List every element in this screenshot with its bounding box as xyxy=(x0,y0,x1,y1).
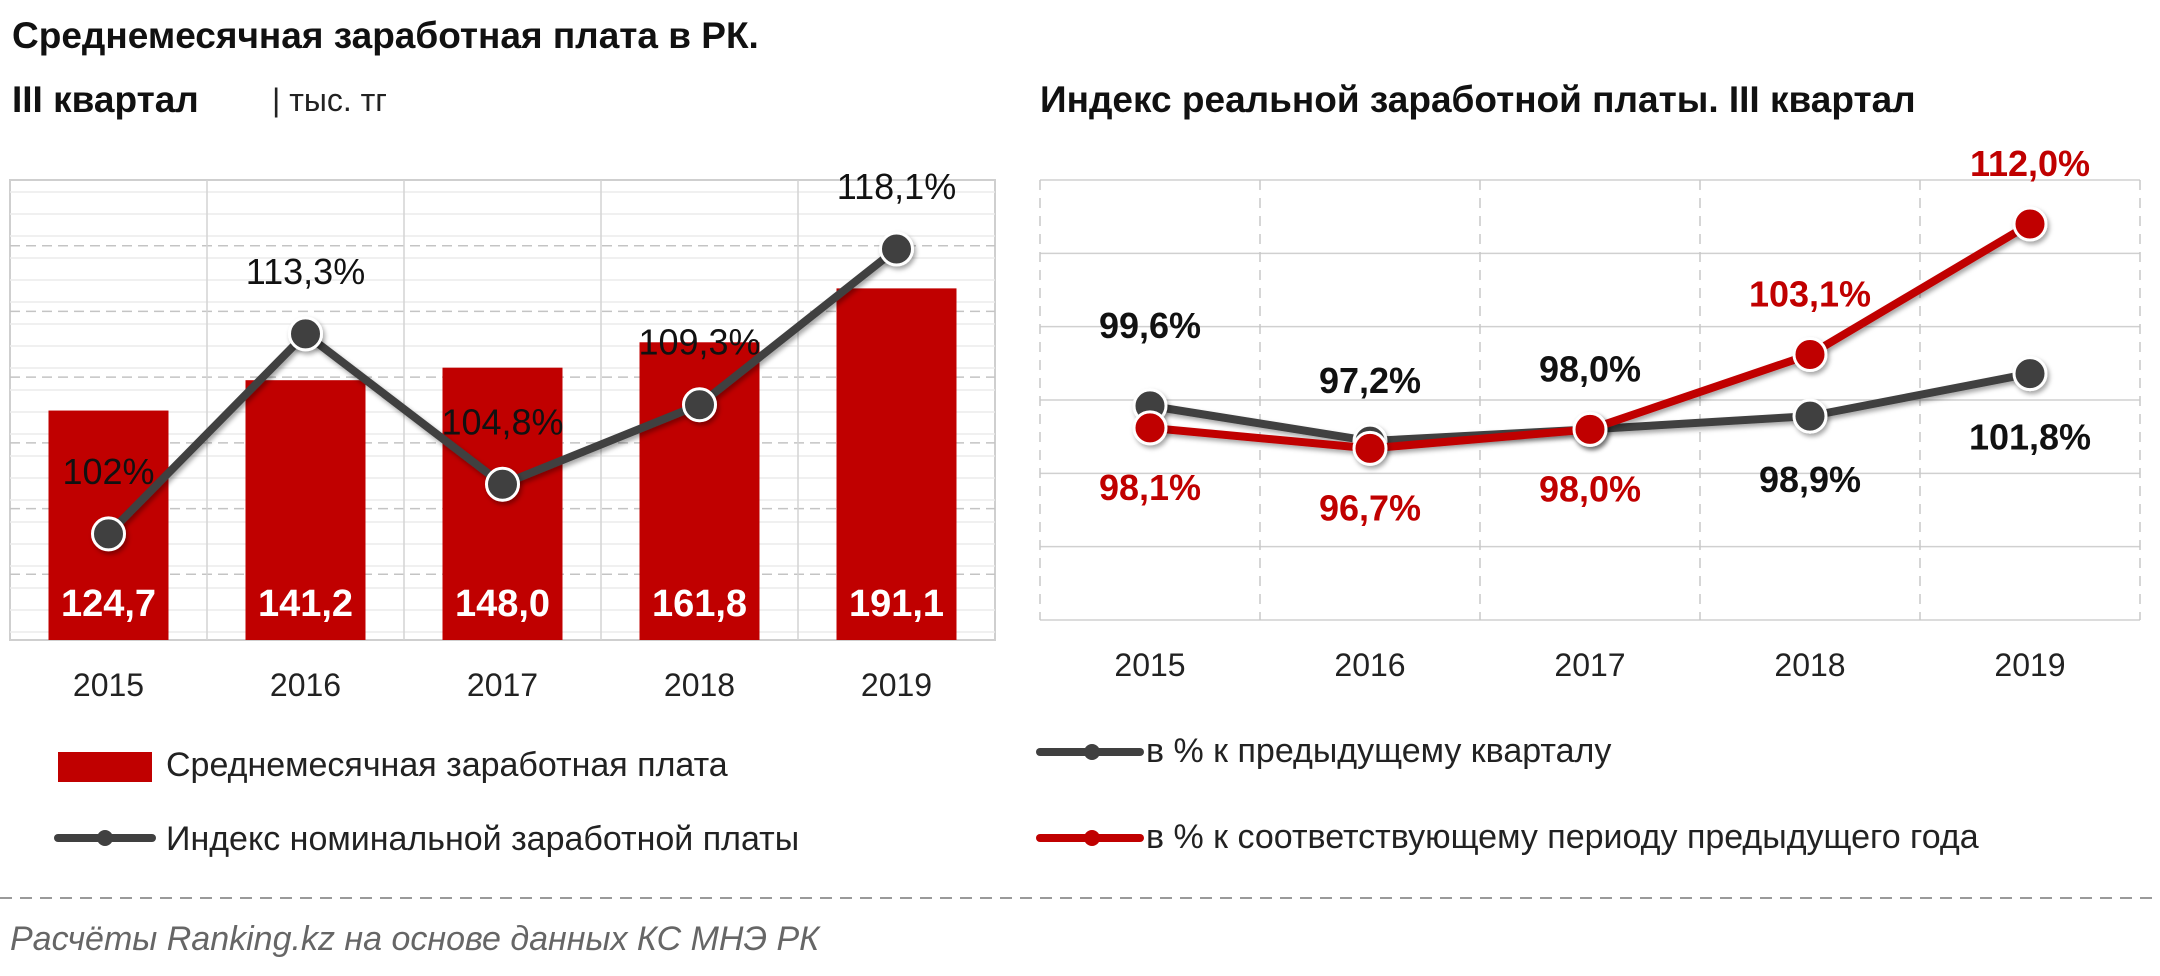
real-index-x-tick: 2015 xyxy=(1114,647,1185,683)
nominal-index-label: 113,3% xyxy=(246,251,365,292)
wage-bar xyxy=(836,288,957,640)
legend-item-wage[interactable]: Среднемесячная заработная плата xyxy=(58,746,728,784)
prev-year-label: 112,0% xyxy=(1970,143,2090,184)
real-index-plot-area: 99,6% 97,2% 98,0% 98,9% 101,8% 98,1% 96,7% 98,0… xyxy=(1039,143,2141,683)
wage-x-tick: 2017 xyxy=(467,667,538,703)
wage-bar xyxy=(442,367,563,640)
legend-label-prev-quarter: в % к предыдущему кварталу xyxy=(1146,732,1611,770)
nominal-index-point xyxy=(879,231,914,267)
legend-swatch-prev-year-marker xyxy=(1084,830,1100,846)
wage-plot-area: 124,7 141,2 148,0 161,8 191,1 102% 113,3% 104,… xyxy=(9,166,996,703)
wage-bars: 124,7 141,2 148,0 161,8 191,1 xyxy=(48,288,957,640)
nominal-index-label: 109,3% xyxy=(638,322,760,363)
wage-chart-subtitle: III квартал xyxy=(12,79,199,120)
wage-bar-label: 161,8 xyxy=(652,583,747,625)
real-index-chart: Индекс реальной заработной платы. III кв… xyxy=(1036,79,2141,856)
prev-quarter-label: 98,9% xyxy=(1759,459,1861,500)
real-index-gridlines xyxy=(1039,179,2141,621)
wage-bar-label: 191,1 xyxy=(849,583,944,625)
wage-bar-label: 124,7 xyxy=(61,583,156,625)
legend-swatch-bar xyxy=(58,752,152,782)
real-index-x-tick: 2016 xyxy=(1334,647,1405,683)
real-index-x-tick: 2018 xyxy=(1774,647,1845,683)
wage-chart: Среднемесячная заработная плата в РК. II… xyxy=(9,15,996,858)
nominal-index-line: 102% 113,3% 104,8% 109,3% 118,1% xyxy=(62,166,956,552)
real-index-title: Индекс реальной заработной платы. III кв… xyxy=(1040,79,1916,120)
real-index-lines: 99,6% 97,2% 98,0% 98,9% 101,8% 98,1% 96,7% 98,0… xyxy=(1099,143,2091,528)
wage-x-tick: 2015 xyxy=(73,667,144,703)
legend-item-prev-year[interactable]: в % к соответствующему периоду предыдуще… xyxy=(1036,818,1979,856)
prev-quarter-label: 98,0% xyxy=(1539,348,1641,389)
legend-label-prev-year: в % к соответствующему периоду предыдуще… xyxy=(1146,818,1979,856)
prev-year-point xyxy=(1572,411,1608,447)
prev-year-point xyxy=(2012,206,2048,242)
nominal-index-point xyxy=(485,466,520,502)
prev-year-point xyxy=(1352,430,1388,466)
legend-swatch-prev-quarter-marker xyxy=(1084,744,1100,760)
wage-bar-label: 141,2 xyxy=(258,583,353,625)
prev-year-label: 103,1% xyxy=(1749,274,1871,315)
prev-quarter-label: 99,6% xyxy=(1099,305,1201,346)
wage-legend: Среднемесячная заработная плата Индекс н… xyxy=(54,746,799,858)
wage-chart-unit: | тыс. тг xyxy=(272,82,387,118)
prev-quarter-point xyxy=(1792,398,1828,434)
real-index-x-tick: 2017 xyxy=(1554,647,1625,683)
wage-x-axis: 2015 2016 2017 2018 2019 xyxy=(73,667,932,703)
prev-quarter-point xyxy=(2012,356,2048,392)
wage-bar xyxy=(245,380,366,640)
nominal-index-label: 102% xyxy=(62,451,154,492)
wage-x-tick: 2016 xyxy=(270,667,341,703)
source-note: Расчёты Ranking.kz на основе данных КС М… xyxy=(10,920,821,958)
real-index-legend: в % к предыдущему кварталу в % к соответ… xyxy=(1036,732,1979,856)
prev-quarter-label: 97,2% xyxy=(1319,360,1421,401)
legend-swatch-dark-marker xyxy=(97,830,113,846)
prev-year-point xyxy=(1132,410,1168,446)
legend-item-nominal-index[interactable]: Индекс номинальной заработной платы xyxy=(54,820,799,858)
prev-year-series xyxy=(1132,206,2048,466)
nominal-index-point xyxy=(288,316,323,352)
real-index-x-tick: 2019 xyxy=(1994,647,2065,683)
wage-bar-label: 148,0 xyxy=(455,583,550,625)
legend-label-nominal-index: Индекс номинальной заработной платы xyxy=(166,820,799,858)
wage-chart-title: Среднемесячная заработная плата в РК. xyxy=(12,15,759,56)
nominal-index-label: 118,1% xyxy=(837,166,956,207)
real-index-x-axis: 2015 2016 2017 2018 2019 xyxy=(1114,647,2065,683)
prev-year-label: 98,0% xyxy=(1539,468,1641,509)
wage-x-tick: 2019 xyxy=(861,667,932,703)
nominal-index-point xyxy=(682,387,717,423)
nominal-index-label: 104,8% xyxy=(441,401,563,442)
prev-year-label: 96,7% xyxy=(1319,487,1421,528)
prev-quarter-label: 101,8% xyxy=(1969,417,2091,458)
nominal-index-point xyxy=(91,516,126,552)
prev-year-point xyxy=(1792,337,1828,373)
wage-x-tick: 2018 xyxy=(664,667,735,703)
prev-year-label: 98,1% xyxy=(1099,467,1201,508)
legend-label-wage: Среднемесячная заработная плата xyxy=(166,746,728,784)
legend-item-prev-quarter[interactable]: в % к предыдущему кварталу xyxy=(1036,732,1611,770)
